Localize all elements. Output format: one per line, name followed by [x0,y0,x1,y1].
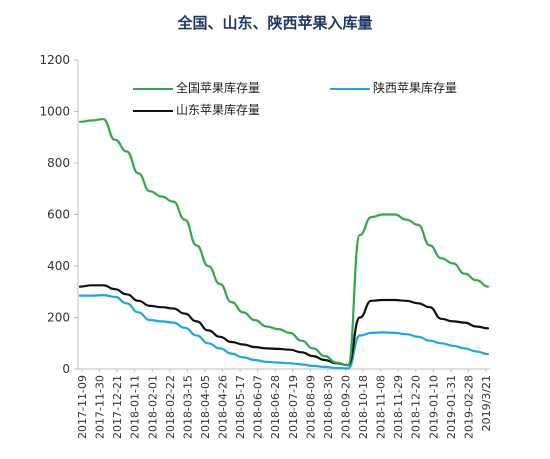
x-tick-label: 2018-11-08 [375,375,388,439]
x-tick-label: 2018-08-30 [322,375,335,439]
legend-label-national: 全国苹果库存量 [176,81,261,95]
legend-swatch-shaanxi [330,87,370,90]
x-tick-label: 2019-01-10 [427,375,440,439]
series-line-national [78,118,490,367]
y-tick-label: 1000 [39,105,70,119]
x-tick-label: 2018-05-17 [234,375,247,439]
x-tick-label: 2018-01-11 [129,375,142,439]
x-tick-label: 2018-09-20 [339,375,352,439]
x-tick-label: 2019-02-28 [462,375,475,439]
x-tick-label: 2018-10-18 [357,375,370,439]
x-tick-label: 2018-03-15 [181,375,194,439]
x-tick-label: 2018-08-09 [304,375,317,439]
y-tick-label: 800 [47,156,70,170]
series-line-shandong [78,284,490,367]
x-tick-label: 2018-02-01 [146,375,159,439]
legend-swatch-national [133,87,173,90]
series-line-shaanxi [78,294,490,370]
legend-item-shaanxi: 陕西苹果库存量 [330,79,457,96]
legend-item-shandong: 山东苹果库存量 [133,101,260,118]
x-tick-label: 2019-01-31 [445,375,458,439]
x-tick-label: 2018-04-05 [199,375,212,439]
legend-label-shaanxi: 陕西苹果库存量 [373,81,458,95]
legend-swatch-shandong [133,109,173,112]
y-tick-label: 400 [47,259,70,273]
y-tick-label: 1200 [39,53,70,67]
x-tick-label: 2019/3/21 [480,375,493,431]
legend-label-shandong: 山东苹果库存量 [176,103,261,117]
x-tick-label: 2017-11-30 [94,375,107,439]
x-tick-label: 2018-12-20 [410,375,423,439]
x-tick-label: 2017-11-09 [76,375,89,439]
x-tick-label: 2018-06-07 [252,375,265,439]
x-tick-label: 2018-11-29 [392,375,405,439]
x-tick-label: 2017-12-21 [111,375,124,439]
y-tick-label: 600 [47,208,70,222]
x-tick-label: 2018-04-26 [217,375,230,439]
legend-item-national: 全国苹果库存量 [133,79,260,96]
y-tick-label: 0 [62,362,70,376]
x-tick-label: 2018-02-22 [164,375,177,439]
y-tick-label: 200 [47,311,70,325]
x-tick-label: 2018-07-19 [287,375,300,439]
x-tick-label: 2018-06-28 [269,375,282,439]
chart-title: 全国、山东、陕西苹果入库量 [177,14,373,32]
